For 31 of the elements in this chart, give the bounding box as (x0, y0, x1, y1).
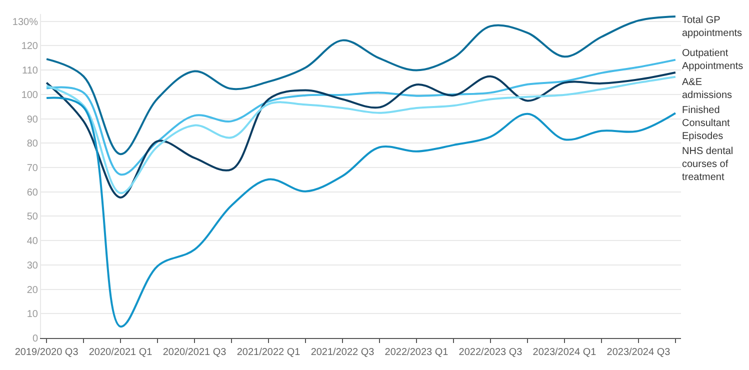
x-tick-label: 2019/2020 Q3 (14, 347, 79, 358)
x-tick-label: 2023/2024 Q3 (606, 347, 671, 358)
y-tick-label: 40 (26, 236, 38, 248)
y-tick-label: 120 (21, 41, 38, 52)
series-label: A&E admissions (682, 77, 732, 101)
y-tick-label: 80 (26, 138, 38, 150)
y-tick-label: 20 (26, 284, 38, 296)
line-series (46, 58, 676, 176)
line-series (46, 96, 676, 328)
y-tick-label: 100 (21, 90, 38, 101)
x-tick-label: 2021/2022 Q1 (236, 347, 301, 358)
x-tick-label: 2022/2023 Q1 (384, 347, 449, 358)
series-label: Total GP appointments (682, 15, 742, 39)
y-tick-label: 50 (26, 212, 38, 223)
x-tick-label: 2023/2024 Q1 (532, 347, 597, 358)
x-tick-label: 2021/2022 Q3 (310, 347, 375, 358)
text: Finished Consultant Episodes (682, 105, 730, 142)
y-tick-label: 130% (12, 16, 38, 28)
y-tick-label: 90 (26, 114, 38, 126)
y-tick-label: 110 (22, 66, 38, 77)
x-tick-label: 2020/2021 Q1 (88, 347, 153, 358)
y-tick-label: 30 (26, 260, 38, 272)
x-tick-label: 2020/2021 Q3 (162, 347, 227, 358)
y-tick-label: 0 (32, 334, 38, 344)
series-label: Outpatient Appointments (682, 48, 744, 72)
line-series (46, 15, 676, 156)
x-tick-label: 2022/2023 Q3 (458, 347, 523, 358)
y-tick-label: 70 (26, 162, 38, 174)
y-tick-label: 10 (26, 309, 38, 320)
y-tick-label: 60 (26, 187, 38, 198)
text: NHS dental courses of treatment (682, 146, 734, 183)
